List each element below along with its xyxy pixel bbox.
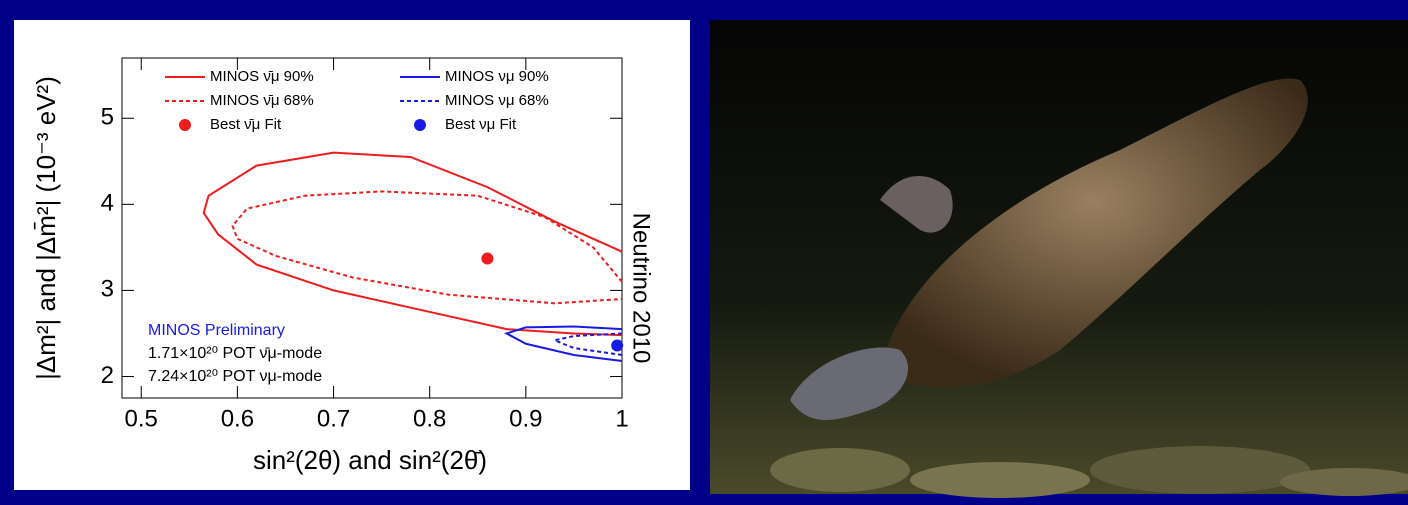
y-tick-label: 3 <box>101 276 114 303</box>
legend-label: Best νμ Fit <box>445 116 517 133</box>
y-axis-label: |Δm²| and |Δm̄²| (10⁻³ eV²) <box>31 76 61 380</box>
y-tick-label: 5 <box>101 104 114 131</box>
y-tick-label: 2 <box>101 362 114 389</box>
legend-label: Best ν̄μ Fit <box>210 116 282 133</box>
rock <box>1090 446 1310 494</box>
legend-label: MINOS νμ 90% <box>445 68 549 85</box>
legend-label: MINOS ν̄μ 90% <box>210 68 314 85</box>
x-tick-label: 0.9 <box>509 405 542 432</box>
x-tick-label: 0.5 <box>125 405 158 432</box>
side-label: Neutrino 2010 <box>628 213 655 364</box>
x-axis-label: sin²(2θ) and sin²(2θ̄) <box>253 445 487 475</box>
annotation: 7.24×10²⁰ POT νμ-mode <box>148 368 322 385</box>
x-tick-label: 1 <box>615 405 628 432</box>
x-tick-label: 0.6 <box>221 405 254 432</box>
best-fit-point <box>611 339 623 351</box>
y-tick-label: 4 <box>101 190 114 217</box>
chart-panel <box>14 20 690 490</box>
slide: sin²(2θ) and sin²(2θ̄) |Δm²| and |Δm̄²| … <box>0 0 1408 505</box>
legend-marker <box>179 119 191 131</box>
legend-label: MINOS νμ 68% <box>445 92 549 109</box>
x-tick-label: 0.7 <box>317 405 350 432</box>
rock <box>910 462 1090 498</box>
annotation: MINOS Preliminary <box>148 322 285 339</box>
photo <box>710 20 1408 498</box>
legend-label: MINOS ν̄μ 68% <box>210 92 314 109</box>
best-fit-point <box>481 253 493 265</box>
x-tick-label: 0.8 <box>413 405 446 432</box>
legend-marker <box>414 119 426 131</box>
rock <box>770 448 910 492</box>
annotation: 1.71×10²⁰ POT ν̄μ-mode <box>148 345 322 362</box>
